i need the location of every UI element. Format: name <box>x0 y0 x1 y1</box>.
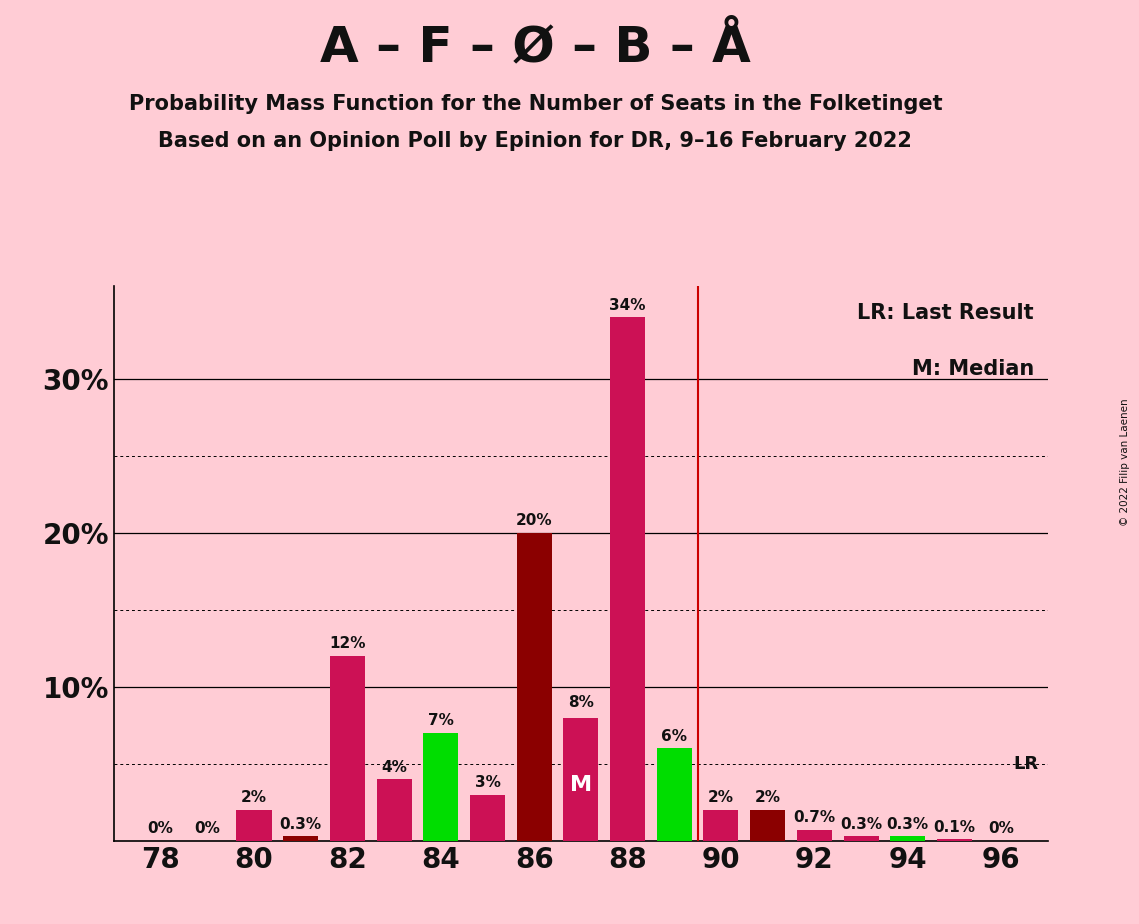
Bar <box>424 733 458 841</box>
Bar <box>377 779 411 841</box>
Text: 0.3%: 0.3% <box>887 817 928 832</box>
Bar <box>891 836 925 841</box>
Bar <box>470 795 505 841</box>
Bar <box>937 839 972 841</box>
Text: 0.1%: 0.1% <box>934 820 975 834</box>
Text: A – F – Ø – B – Å: A – F – Ø – B – Å <box>320 23 751 72</box>
Bar <box>797 830 831 841</box>
Text: 7%: 7% <box>428 713 453 728</box>
Text: 0.3%: 0.3% <box>841 817 882 832</box>
Text: 0%: 0% <box>195 821 220 836</box>
Text: 12%: 12% <box>329 637 366 651</box>
Text: 0%: 0% <box>989 821 1014 836</box>
Bar <box>564 718 598 841</box>
Text: 0.7%: 0.7% <box>794 810 835 825</box>
Bar <box>237 810 271 841</box>
Text: 20%: 20% <box>516 513 552 529</box>
Text: 0.3%: 0.3% <box>280 817 321 832</box>
Bar <box>844 836 878 841</box>
Bar <box>284 836 318 841</box>
Bar <box>330 656 364 841</box>
Text: 3%: 3% <box>475 775 500 790</box>
Bar <box>704 810 738 841</box>
Bar <box>657 748 691 841</box>
Text: 2%: 2% <box>755 790 780 806</box>
Text: 6%: 6% <box>662 729 687 744</box>
Text: 0%: 0% <box>148 821 173 836</box>
Text: M: Median: M: Median <box>911 359 1034 379</box>
Text: LR: Last Result: LR: Last Result <box>858 303 1034 323</box>
Text: Based on an Opinion Poll by Epinion for DR, 9–16 February 2022: Based on an Opinion Poll by Epinion for … <box>158 131 912 152</box>
Text: 8%: 8% <box>568 695 593 710</box>
Text: © 2022 Filip van Laenen: © 2022 Filip van Laenen <box>1121 398 1130 526</box>
Text: LR: LR <box>1014 755 1039 772</box>
Text: 4%: 4% <box>382 760 407 774</box>
Bar <box>751 810 785 841</box>
Text: 2%: 2% <box>241 790 267 806</box>
Text: Probability Mass Function for the Number of Seats in the Folketinget: Probability Mass Function for the Number… <box>129 94 942 115</box>
Text: M: M <box>570 775 592 796</box>
Text: 2%: 2% <box>708 790 734 806</box>
Bar <box>611 317 645 841</box>
Bar <box>517 533 551 841</box>
Text: 34%: 34% <box>609 298 646 312</box>
